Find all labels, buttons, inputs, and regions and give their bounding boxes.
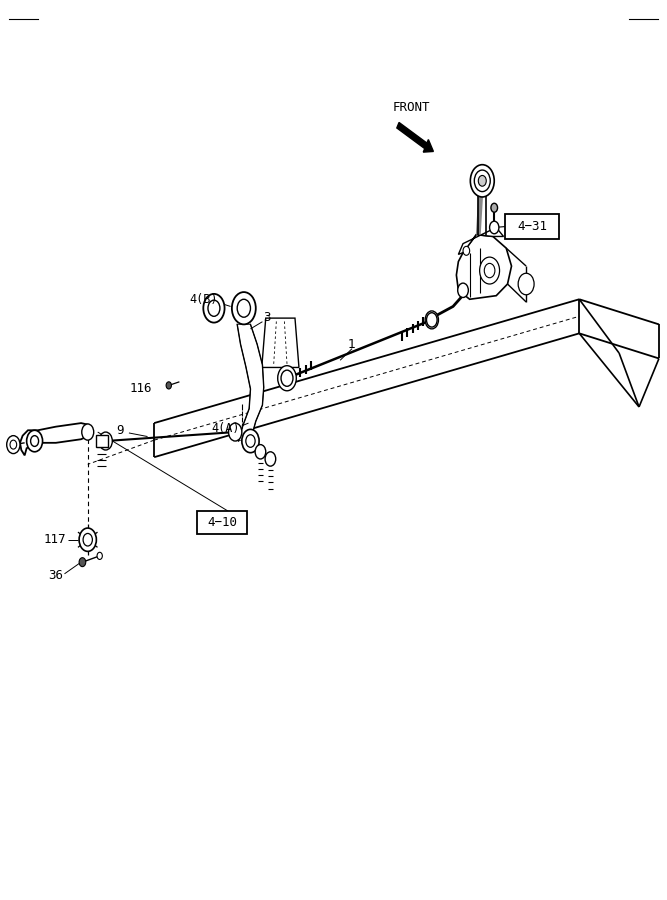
Circle shape — [242, 429, 259, 453]
Text: 3: 3 — [263, 310, 271, 324]
Circle shape — [463, 247, 470, 256]
Circle shape — [281, 370, 293, 386]
Circle shape — [426, 312, 437, 327]
Circle shape — [232, 292, 255, 324]
Circle shape — [246, 435, 255, 447]
Circle shape — [490, 221, 499, 234]
FancyArrow shape — [397, 122, 434, 152]
Circle shape — [31, 436, 39, 446]
Circle shape — [83, 534, 93, 546]
Circle shape — [10, 440, 17, 449]
Text: 4−31: 4−31 — [517, 220, 547, 233]
Circle shape — [97, 553, 102, 560]
Circle shape — [255, 445, 265, 459]
Circle shape — [79, 558, 86, 567]
Circle shape — [79, 528, 96, 552]
Circle shape — [229, 423, 242, 441]
Text: FRONT: FRONT — [392, 101, 430, 113]
Bar — [477, 183, 488, 190]
Polygon shape — [20, 423, 91, 455]
Circle shape — [27, 430, 43, 452]
Text: 116: 116 — [129, 382, 152, 395]
Polygon shape — [261, 318, 299, 367]
Circle shape — [7, 436, 20, 454]
Circle shape — [518, 274, 534, 295]
Bar — [505, 214, 560, 239]
Circle shape — [237, 300, 251, 317]
Text: 1: 1 — [348, 338, 356, 351]
Circle shape — [166, 382, 171, 389]
Text: 4−10: 4−10 — [207, 517, 237, 529]
Circle shape — [265, 452, 275, 466]
Polygon shape — [458, 228, 504, 255]
Text: 117: 117 — [44, 533, 67, 546]
Polygon shape — [456, 235, 512, 300]
Circle shape — [99, 432, 112, 450]
Circle shape — [208, 301, 220, 316]
Text: 4(B): 4(B) — [189, 292, 218, 306]
Circle shape — [277, 365, 296, 391]
Text: 36: 36 — [48, 569, 63, 582]
Bar — [95, 435, 107, 447]
Circle shape — [480, 257, 500, 284]
Circle shape — [474, 170, 490, 192]
Polygon shape — [237, 324, 263, 441]
Circle shape — [82, 424, 94, 440]
Text: 4(A): 4(A) — [211, 422, 240, 435]
Circle shape — [203, 294, 225, 322]
Circle shape — [491, 203, 498, 212]
Circle shape — [458, 284, 468, 298]
Circle shape — [478, 176, 486, 186]
Text: 9: 9 — [116, 424, 123, 436]
Circle shape — [470, 165, 494, 197]
Circle shape — [425, 310, 438, 328]
Circle shape — [484, 264, 495, 278]
Bar — [197, 511, 247, 535]
